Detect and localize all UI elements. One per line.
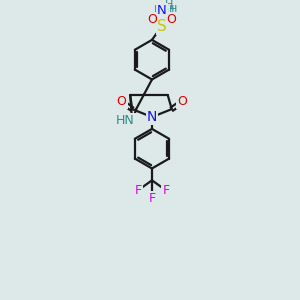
Text: O: O [177,95,187,108]
Text: N: N [157,4,167,17]
Text: N: N [159,7,169,20]
Text: H: H [166,5,174,15]
Text: O: O [167,13,176,26]
Text: N: N [147,110,157,124]
Text: S: S [157,19,167,34]
Text: F: F [162,184,169,197]
Text: F: F [135,184,142,197]
Text: F: F [148,192,155,205]
Text: O: O [147,13,157,26]
Text: H: H [165,1,173,10]
Text: HN: HN [116,113,135,127]
Text: H: H [154,5,162,15]
Text: O: O [117,95,127,108]
Text: H: H [169,5,177,15]
